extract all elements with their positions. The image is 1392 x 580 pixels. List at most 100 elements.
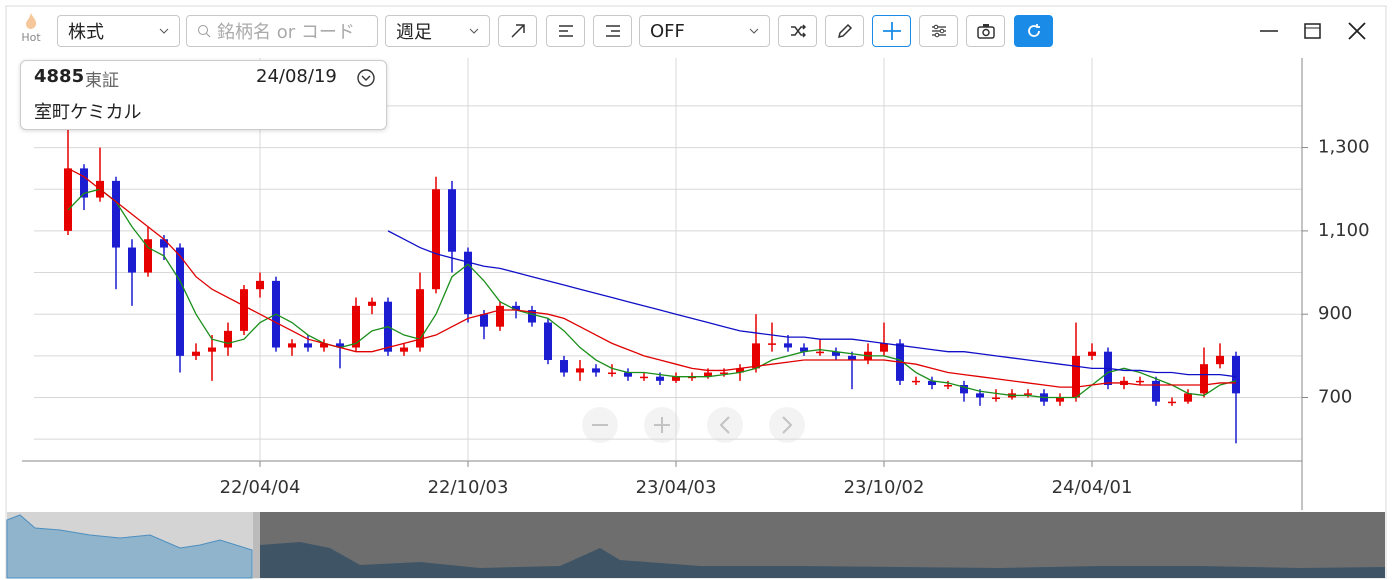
candle-body	[208, 347, 216, 352]
candle-body	[288, 343, 296, 348]
candle-body	[480, 314, 488, 327]
candle-body	[432, 189, 440, 290]
period-select[interactable]: 週足	[385, 15, 490, 47]
stock-name: 室町ケミカル	[34, 102, 142, 123]
candle-body	[976, 393, 984, 398]
refresh-button[interactable]	[1014, 15, 1053, 47]
candle-body	[832, 351, 840, 356]
market-text: 株式	[68, 22, 104, 43]
x-tick-label: 23/10/02	[844, 477, 925, 498]
y-tick-label: 900	[1318, 303, 1352, 324]
scroll-right[interactable]	[769, 407, 805, 443]
moving-average-line	[387, 230, 1237, 378]
info-toggle[interactable]	[356, 68, 376, 88]
candle-body	[736, 368, 744, 373]
hot-label: Hot	[21, 31, 41, 44]
align-left-button[interactable]	[546, 15, 585, 47]
candle-body	[352, 305, 360, 348]
candle-body	[768, 343, 776, 345]
zoom-controls	[582, 407, 805, 443]
scroll-left[interactable]	[707, 407, 743, 443]
candle-body	[128, 247, 136, 273]
hot-button[interactable]: Hot	[18, 12, 44, 44]
candle-body	[560, 360, 568, 373]
candle-body	[64, 168, 72, 231]
trend-button[interactable]	[498, 15, 537, 47]
candle-body	[1200, 364, 1208, 394]
candle-body	[1184, 393, 1192, 402]
candle-body	[608, 372, 616, 375]
settings-button[interactable]	[919, 15, 958, 47]
close[interactable]	[1348, 22, 1366, 40]
x-tick-label: 22/10/03	[428, 477, 509, 498]
candle-body	[368, 301, 376, 306]
candle-body	[576, 368, 584, 373]
align-right-button[interactable]	[593, 15, 632, 47]
screenshot-button[interactable]	[966, 15, 1005, 47]
moving-average-line	[67, 188, 1237, 399]
zoom-in[interactable]	[644, 407, 680, 443]
exchange: 東証	[85, 71, 119, 91]
info-box: 4885 東証 24/08/19 室町ケミカル	[20, 60, 387, 130]
x-tick-label: 24/04/01	[1052, 477, 1133, 498]
candle-body	[1088, 351, 1096, 356]
candle-body	[80, 168, 88, 198]
candle-body	[816, 351, 824, 354]
x-tick-label: 22/04/04	[220, 477, 301, 498]
candle-body	[336, 343, 344, 348]
shuffle-button[interactable]	[778, 15, 817, 47]
grid: 700 900 1,100 1,300 22/04/04 22/10/03 23/04/03…	[34, 58, 1370, 498]
marks	[64, 97, 1240, 444]
candle-body	[960, 385, 968, 394]
indicator-select[interactable]: OFF	[639, 15, 770, 47]
x-tick-label: 23/04/03	[636, 477, 717, 498]
candle-body	[144, 239, 152, 273]
search-placeholder: 銘柄名 or コード	[217, 22, 355, 43]
y-tick-label: 700	[1318, 387, 1352, 408]
candle-body	[640, 376, 648, 379]
candle-body	[800, 347, 808, 352]
candle-body	[1056, 397, 1064, 402]
candle-body	[752, 343, 760, 369]
period-text: 週足	[396, 22, 432, 43]
navigator-area	[260, 542, 1385, 578]
moving-average-line	[67, 167, 1236, 388]
market-select[interactable]: 株式	[57, 15, 180, 47]
draw-button[interactable]	[825, 15, 864, 47]
candle-body	[464, 251, 472, 315]
candle-body	[320, 343, 328, 348]
candle-body	[160, 239, 168, 248]
zoom-out[interactable]	[582, 407, 618, 443]
candle-body	[720, 372, 728, 375]
y-tick-label: 1,300	[1318, 137, 1370, 158]
candle-body	[1168, 401, 1176, 404]
candle-body	[656, 376, 664, 381]
candle-body	[880, 343, 888, 352]
stock-code: 4885	[34, 66, 85, 87]
crosshair-button[interactable]	[872, 15, 911, 47]
navigator-handle[interactable]	[253, 512, 260, 578]
candle-body	[544, 322, 552, 361]
candle-body	[1216, 355, 1224, 365]
candle-body	[992, 397, 1000, 400]
search-input[interactable]: 銘柄名 or コード	[186, 15, 378, 47]
maximize[interactable]	[1304, 23, 1321, 39]
candle-body	[1072, 355, 1080, 398]
candle-body	[928, 380, 936, 386]
candle-body	[592, 368, 600, 373]
candle-body	[912, 380, 920, 383]
candle-body	[1232, 355, 1240, 394]
candle-body	[1136, 380, 1144, 383]
candle-body	[528, 310, 536, 323]
y-tick-label: 1,100	[1318, 220, 1370, 241]
navigator[interactable]	[6, 512, 1385, 579]
candle-body	[944, 385, 952, 387]
candle-body	[112, 180, 120, 248]
candle-body	[400, 347, 408, 352]
candle-body	[672, 376, 680, 381]
candle-body	[496, 305, 504, 327]
window-controls	[1260, 22, 1366, 40]
candle-body	[304, 343, 312, 348]
candle-body	[240, 289, 248, 331]
candle-body	[448, 189, 456, 252]
